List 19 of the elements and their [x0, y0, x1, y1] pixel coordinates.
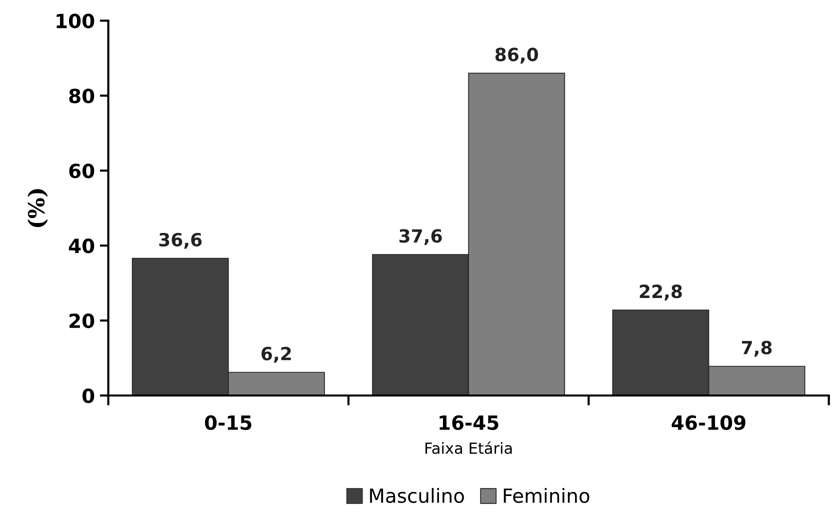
y-axis-title: (%)	[27, 189, 48, 228]
data-label: 37,6	[399, 229, 442, 246]
data-label: 22,8	[640, 284, 682, 301]
y-tick-label: 100	[56, 14, 94, 28]
x-tick-label: 16-45	[440, 415, 498, 430]
legend-label: Feminino	[504, 488, 590, 504]
y-tick-label: 60	[69, 164, 94, 178]
x-tick-label: 46-109	[672, 415, 746, 430]
data-label: 36,6	[159, 232, 202, 249]
y-tick-label: 80	[69, 88, 94, 104]
y-tick-label: 0	[82, 388, 94, 404]
y-tick-label: 20	[70, 313, 94, 328]
data-label: 7,8	[742, 340, 772, 357]
legend-label: Masculino	[370, 488, 464, 504]
data-label: 86,0	[495, 48, 538, 64]
x-tick-label: 0-15	[204, 415, 252, 430]
y-tick-label: 40	[68, 238, 94, 254]
data-label: 6,2	[262, 346, 291, 363]
x-axis-title: Faixa Etária	[425, 441, 512, 454]
